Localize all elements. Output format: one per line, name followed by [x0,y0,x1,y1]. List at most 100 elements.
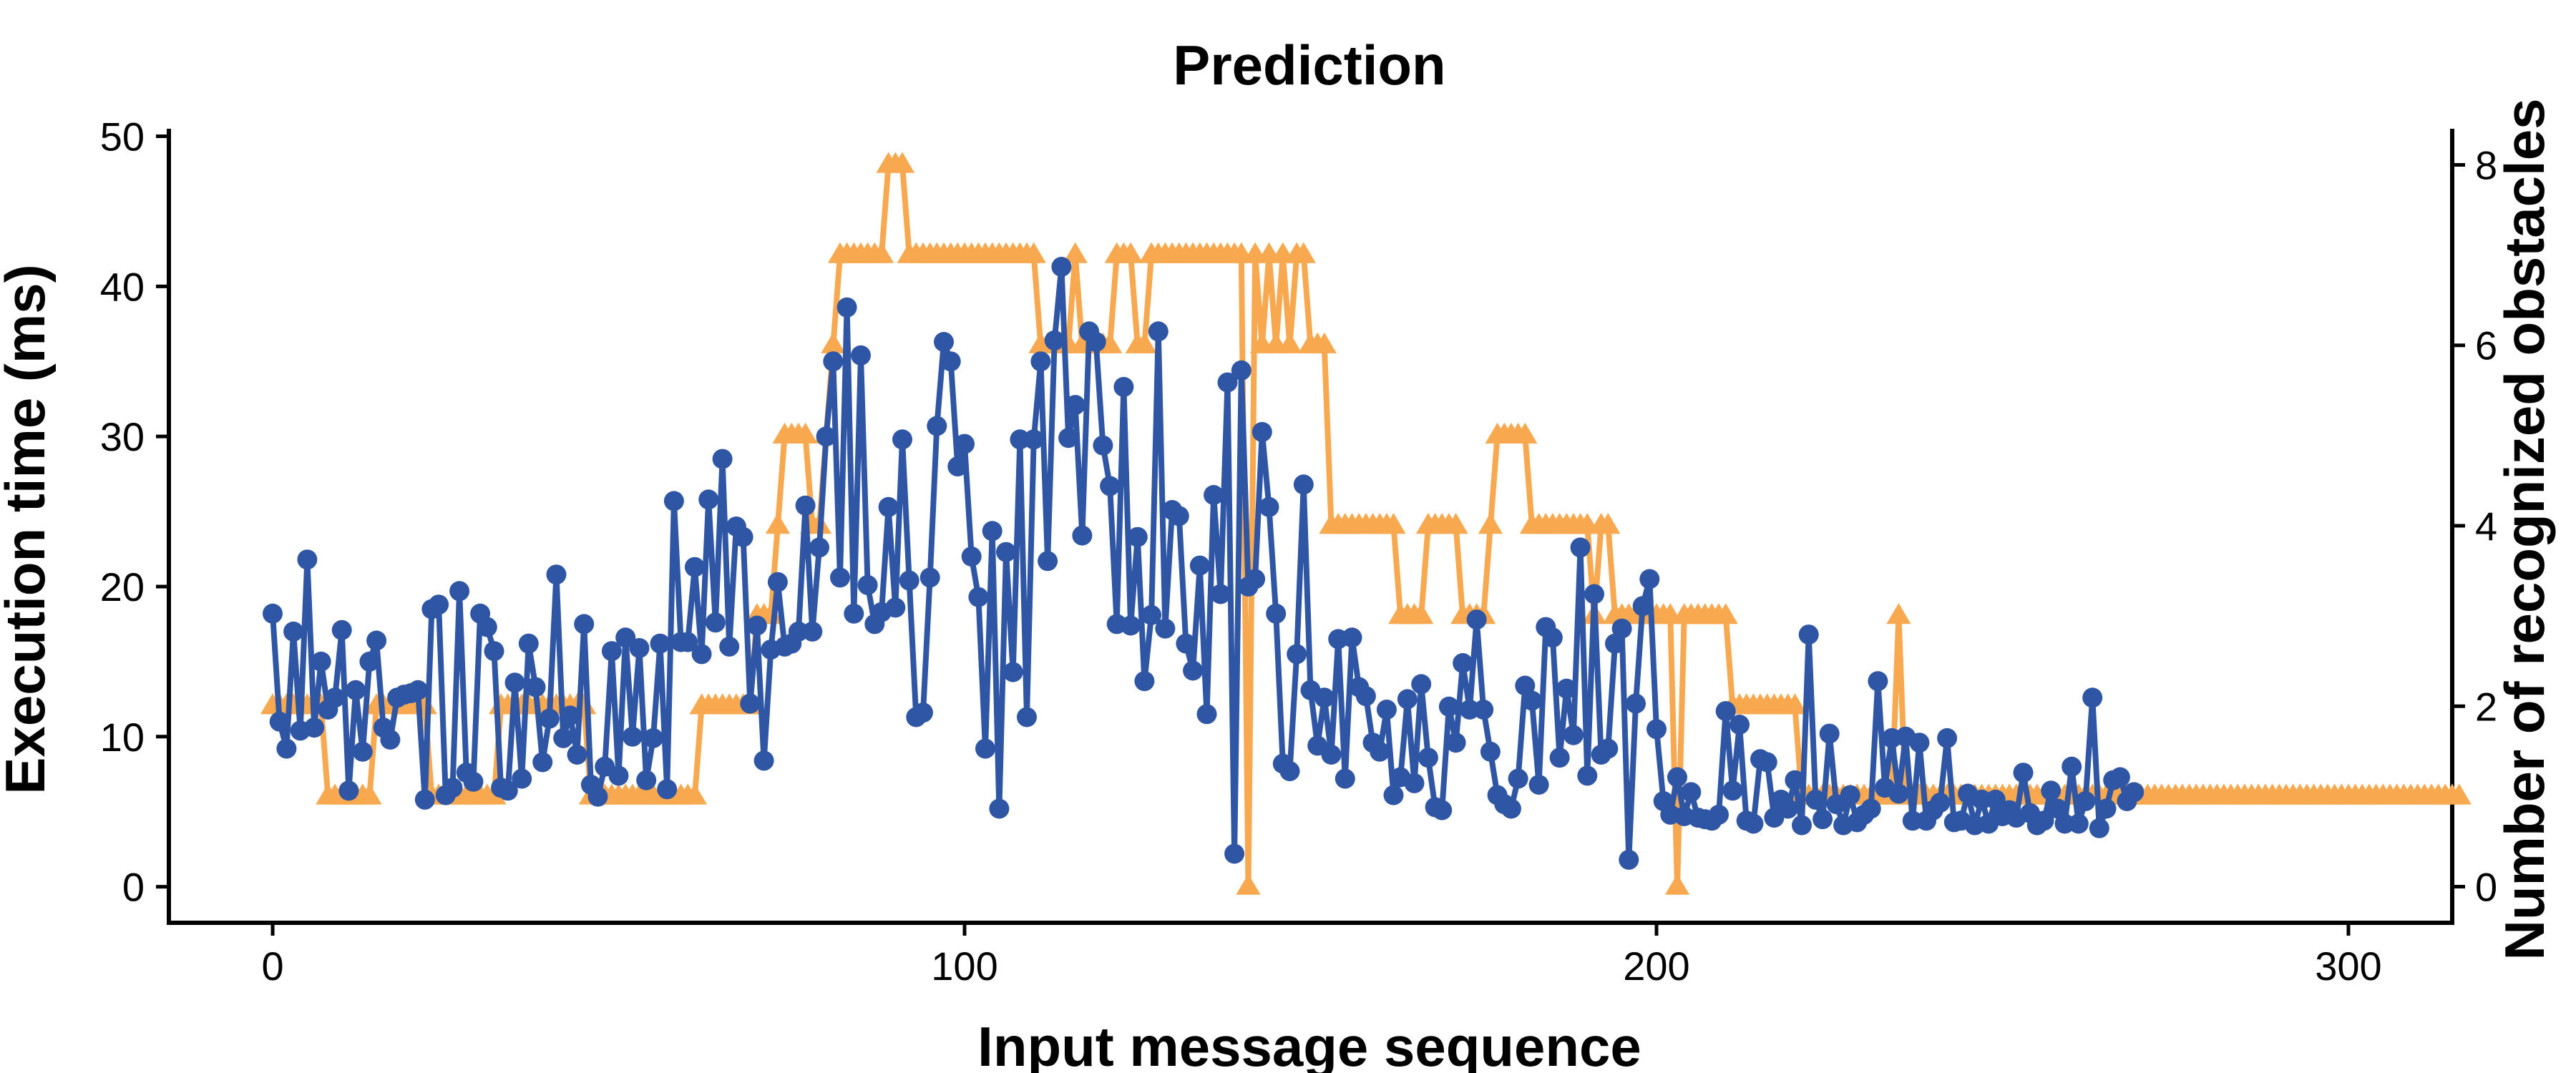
data-point-circle [885,597,906,618]
data-point-circle [1051,257,1072,277]
data-point-circle [823,351,844,372]
data-point-triangle [1513,422,1538,444]
data-point-circle [1093,435,1113,456]
data-point-circle [836,297,857,318]
data-point-circle [1148,321,1169,342]
data-point-circle [927,416,947,436]
data-point-circle [996,542,1016,562]
data-point-circle [539,708,560,729]
data-point-circle [532,752,553,773]
data-point-circle [331,619,352,640]
data-point-circle [698,489,719,510]
data-point-circle [1224,843,1245,864]
data-point-circle [546,564,567,585]
y-tick-label: 30 [100,414,145,459]
data-point-circle [691,644,712,665]
data-point-circle [1937,727,1958,748]
data-point-circle [2082,687,2103,708]
y-tick-label: 10 [100,715,145,760]
data-point-circle [1902,810,1923,831]
data-point-circle [1598,738,1619,759]
data-point-circle [525,677,546,697]
data-point-circle [1376,700,1397,720]
data-point-circle [1805,789,1826,810]
data-point-triangle [1381,513,1406,534]
data-point-circle [1743,813,1764,834]
data-point-circle [622,726,643,747]
data-point-circle [1141,604,1162,625]
data-point-circle [1418,748,1438,768]
data-point-circle [311,651,331,672]
data-point-circle [1355,686,1376,707]
data-point-triangle [1409,603,1434,624]
data-point-circle [1611,618,1632,639]
data-point-triangle [758,603,784,624]
data-point-triangle [1118,242,1143,263]
data-point-circle [442,778,463,798]
x-tick-label: 200 [1623,944,1689,989]
data-point-circle [899,570,919,591]
data-point-circle [325,687,346,708]
data-point-circle [1639,569,1660,589]
y-tick-label: 40 [100,264,145,309]
data-point-circle [816,426,836,447]
data-point-circle [269,711,290,732]
data-point-triangle [1443,513,1468,534]
data-point-circle [366,630,387,651]
y-tick-label: 0 [122,865,145,910]
data-point-circle [733,526,753,547]
data-point-circle [1438,696,1459,717]
data-point-circle [684,557,705,577]
data-point-circle [484,641,504,662]
data-point-circle [1204,485,1224,505]
data-point-circle [968,587,989,607]
data-point-circle [1840,785,1860,805]
data-point-circle [1521,690,1542,711]
data-point-circle [518,633,539,654]
data-point-circle [1266,603,1287,624]
data-point-circle [1466,609,1487,630]
data-point-triangle [1664,873,1690,895]
data-point-circle [1909,733,1930,753]
data-point-circle [1010,429,1030,450]
data-point-circle [1542,627,1563,648]
data-point-circle [1404,773,1425,793]
data-point-circle [650,633,670,654]
data-point-circle [1792,815,1812,836]
data-point-circle [1397,689,1418,710]
data-point-circle [1176,633,1196,654]
data-point-circle [2089,818,2109,838]
data-point-triangle [682,783,707,805]
data-point-circle [1577,765,1598,786]
data-point-circle [1383,785,1404,805]
data-point-circle [2054,813,2075,834]
data-point-triangle [1277,332,1302,353]
series-execution-time [263,257,2145,870]
data-point-circle [1017,707,1037,727]
data-point-circle [587,786,608,807]
data-point-circle [1459,700,1480,720]
data-point-circle [663,491,684,511]
data-point-circle [940,351,961,372]
data-point-circle [1134,671,1155,692]
data-point-circle [1030,351,1051,372]
data-point-circle [629,638,650,658]
data-point-circle [1757,752,1777,773]
data-point-circle [767,572,788,592]
data-point-circle [975,738,995,759]
y-axis-title-right: Number of recognized obstacles [2493,99,2556,961]
data-point-circle [608,765,629,786]
data-point-circle [1113,376,1134,397]
y-axis-title-left: Execution time (ms) [0,264,57,794]
data-point-circle [1121,615,1141,636]
data-point-circle [1605,633,1625,654]
data-point-circle [982,521,1002,542]
data-point-circle [1183,660,1204,681]
data-point-circle [1709,804,1729,825]
data-point-circle [1563,725,1584,745]
data-point-circle [2062,756,2082,777]
data-point-circle [2124,782,2145,803]
y-tick-label: 20 [100,564,145,609]
data-point-circle [989,798,1010,819]
data-point-circle [276,738,297,759]
